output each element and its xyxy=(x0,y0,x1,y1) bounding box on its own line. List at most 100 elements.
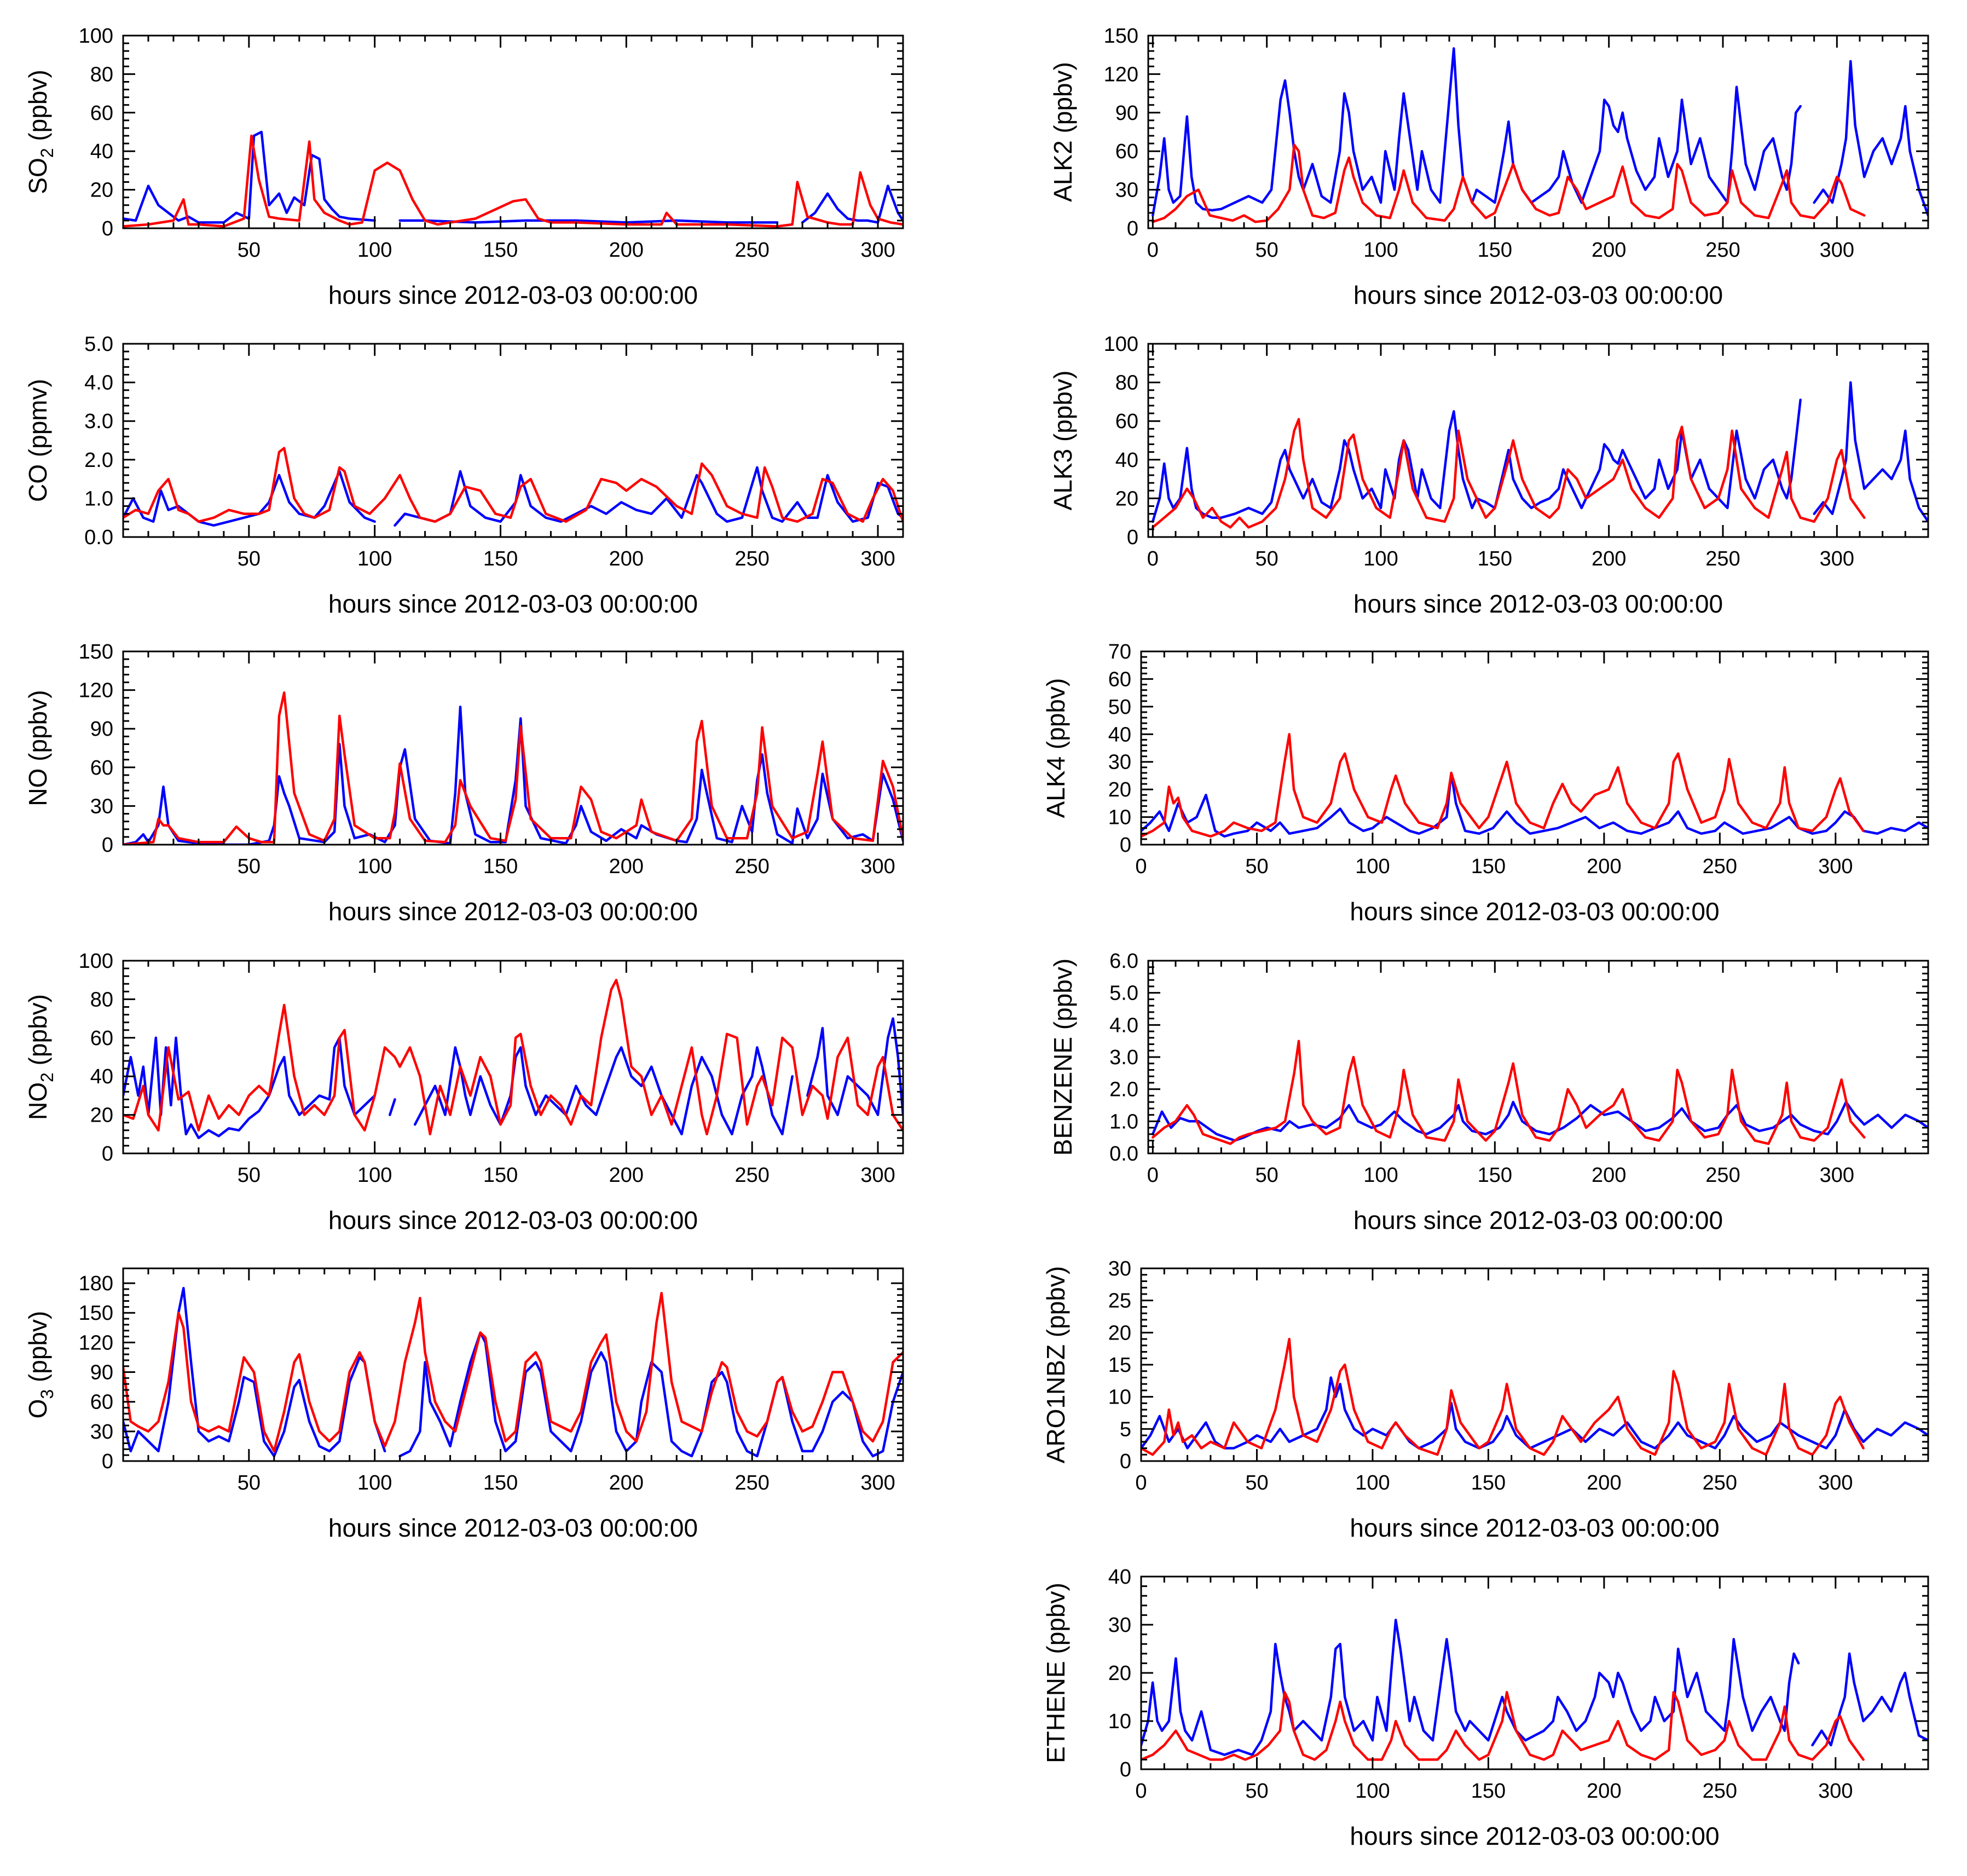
alk2-ytick-label: 150 xyxy=(1104,25,1138,48)
aro1nbz-x-axis-label: hours since 2012-03-03 00:00:00 xyxy=(1350,1514,1719,1542)
o3-xtick-label: 50 xyxy=(238,1471,261,1494)
alk4-series-observed-0 xyxy=(1141,771,1928,838)
so2-series-observed-1 xyxy=(801,184,903,224)
no2-plot-frame xyxy=(122,960,904,1155)
so2-ytick-label: 20 xyxy=(90,179,113,202)
panel-alk4: 0 10 20 30 40 50 60 70 0 50 100 150 200 250 300 hours s… xyxy=(1042,640,1929,926)
benzene-ytick-label: 4.0 xyxy=(1109,1014,1138,1037)
no-ytick-label: 120 xyxy=(79,679,113,702)
alk4-ytick-label: 50 xyxy=(1108,696,1131,719)
aro1nbz-ytick-label: 20 xyxy=(1108,1321,1131,1344)
no2-ytick-label: 40 xyxy=(90,1065,113,1088)
aro1nbz-xtick-label: 250 xyxy=(1703,1471,1737,1494)
no2-ytick-label: 80 xyxy=(90,988,113,1011)
co-xtick-label: 100 xyxy=(357,547,392,570)
alk4-ytick-label: 30 xyxy=(1108,751,1131,774)
alk4-xtick-label: 250 xyxy=(1703,855,1737,878)
no-y-axis-label: NO (ppbv) xyxy=(24,690,52,806)
so2-x-axis-label: hours since 2012-03-03 00:00:00 xyxy=(328,281,698,309)
aro1nbz-ytick-label: 5 xyxy=(1120,1418,1131,1441)
so2-series-observed-0 xyxy=(123,130,779,224)
o3-ytick-label: 90 xyxy=(90,1361,113,1384)
o3-xtick-label: 300 xyxy=(860,1471,895,1494)
ethene-xtick-label: 0 xyxy=(1135,1780,1147,1803)
no2-y-axis-label: NO2 (ppbv) xyxy=(24,994,57,1120)
aro1nbz-xtick-label: 150 xyxy=(1471,1471,1506,1494)
benzene-series-model-1 xyxy=(1152,1040,1866,1145)
ethene-series-observed-0 xyxy=(1141,1618,1928,1756)
so2-plot-frame xyxy=(122,34,904,229)
alk2-ytick-label: 120 xyxy=(1104,63,1138,86)
o3-xtick-label: 150 xyxy=(483,1471,518,1494)
ethene-y-axis-label: ETHENE (ppbv) xyxy=(1042,1583,1070,1763)
alk2-xtick-label: 250 xyxy=(1705,239,1740,262)
ethene-xtick-label: 200 xyxy=(1587,1780,1621,1803)
aro1nbz-plot-frame xyxy=(1140,1267,1929,1462)
o3-ytick-label: 150 xyxy=(79,1302,113,1325)
so2-ytick-label: 40 xyxy=(90,140,113,163)
alk3-plot-frame xyxy=(1147,343,1929,538)
ethene-x-axis-label: hours since 2012-03-03 00:00:00 xyxy=(1350,1822,1719,1850)
benzene-x-axis-label: hours since 2012-03-03 00:00:00 xyxy=(1353,1206,1723,1234)
no2-xtick-label: 50 xyxy=(238,1164,261,1187)
co-ytick-label: 1.0 xyxy=(84,487,113,510)
so2-series-model-2 xyxy=(123,134,903,228)
alk2-xtick-label: 100 xyxy=(1363,239,1398,262)
so2-xtick-label: 200 xyxy=(609,239,644,262)
benzene-xtick-label: 250 xyxy=(1705,1164,1740,1187)
panel-alk3: 0 20 40 60 80 100 0 50 100 150 200 250 300 hours sinc… xyxy=(1049,333,1929,618)
alk2-xtick-label: 300 xyxy=(1820,239,1854,262)
so2-ytick-label: 0 xyxy=(102,217,113,240)
co-xtick-label: 200 xyxy=(609,547,644,570)
o3-xtick-label: 100 xyxy=(357,1471,392,1494)
alk4-plot-frame xyxy=(1140,650,1929,846)
benzene-ytick-label: 1.0 xyxy=(1109,1110,1138,1133)
co-x-axis-label: hours since 2012-03-03 00:00:00 xyxy=(328,590,698,618)
alk3-ytick-label: 80 xyxy=(1115,372,1138,395)
benzene-xtick-label: 300 xyxy=(1820,1164,1854,1187)
benzene-ytick-label: 5.0 xyxy=(1109,982,1138,1005)
o3-ytick-label: 0 xyxy=(102,1450,113,1473)
aro1nbz-series-observed-0 xyxy=(1141,1376,1928,1450)
alk2-y-axis-label: ALK2 (ppbv) xyxy=(1049,62,1077,202)
no-ytick-label: 90 xyxy=(90,718,113,741)
o3-ytick-label: 30 xyxy=(90,1421,113,1444)
alk3-ytick-label: 0 xyxy=(1127,526,1138,549)
alk4-y-axis-label: ALK4 (ppbv) xyxy=(1042,678,1070,818)
alk4-xtick-label: 200 xyxy=(1587,855,1621,878)
so2-xtick-label: 300 xyxy=(860,239,895,262)
o3-ytick-label: 120 xyxy=(79,1331,113,1354)
co-xtick-label: 250 xyxy=(734,547,769,570)
no-series-observed-0 xyxy=(123,705,903,845)
no-xtick-label: 50 xyxy=(238,855,261,878)
no-x-axis-label: hours since 2012-03-03 00:00:00 xyxy=(328,897,698,926)
co-series-observed-0 xyxy=(123,466,903,527)
benzene-ytick-label: 0.0 xyxy=(1109,1142,1138,1165)
alk3-xtick-label: 250 xyxy=(1705,547,1740,570)
aro1nbz-ytick-label: 10 xyxy=(1108,1386,1131,1409)
co-ytick-label: 0.0 xyxy=(84,526,113,549)
benzene-xtick-label: 50 xyxy=(1256,1164,1278,1187)
no2-ytick-label: 100 xyxy=(79,950,113,973)
alk4-xtick-label: 150 xyxy=(1471,855,1506,878)
alk2-xtick-label: 0 xyxy=(1147,239,1159,262)
alk4-series-model-1 xyxy=(1141,733,1865,838)
ethene-series-model-1 xyxy=(1141,1690,1865,1761)
alk4-ytick-label: 10 xyxy=(1108,806,1131,829)
alk4-ytick-label: 60 xyxy=(1108,668,1131,691)
panel-alk2: 0 30 60 90 120 150 0 50 100 150 200 250 300 hours sin… xyxy=(1049,25,1929,309)
aro1nbz-xtick-label: 300 xyxy=(1818,1471,1853,1494)
ethene-xtick-label: 100 xyxy=(1355,1780,1390,1803)
no-ytick-label: 0 xyxy=(102,834,113,857)
no2-xtick-label: 150 xyxy=(483,1164,518,1187)
co-xtick-label: 50 xyxy=(238,547,261,570)
alk4-x-axis-label: hours since 2012-03-03 00:00:00 xyxy=(1350,897,1719,926)
aro1nbz-xtick-label: 50 xyxy=(1245,1471,1268,1494)
no-plot-frame xyxy=(122,650,904,846)
no2-ytick-label: 0 xyxy=(102,1142,113,1165)
panel-ethene: 0 10 20 30 40 0 50 100 150 200 250 300 hours since 2… xyxy=(1042,1566,1929,1850)
ethene-ytick-label: 30 xyxy=(1108,1614,1131,1637)
alk2-series-observed-0 xyxy=(1152,47,1928,217)
alk4-xtick-label: 100 xyxy=(1355,855,1390,878)
alk2-x-axis-label: hours since 2012-03-03 00:00:00 xyxy=(1353,281,1723,309)
